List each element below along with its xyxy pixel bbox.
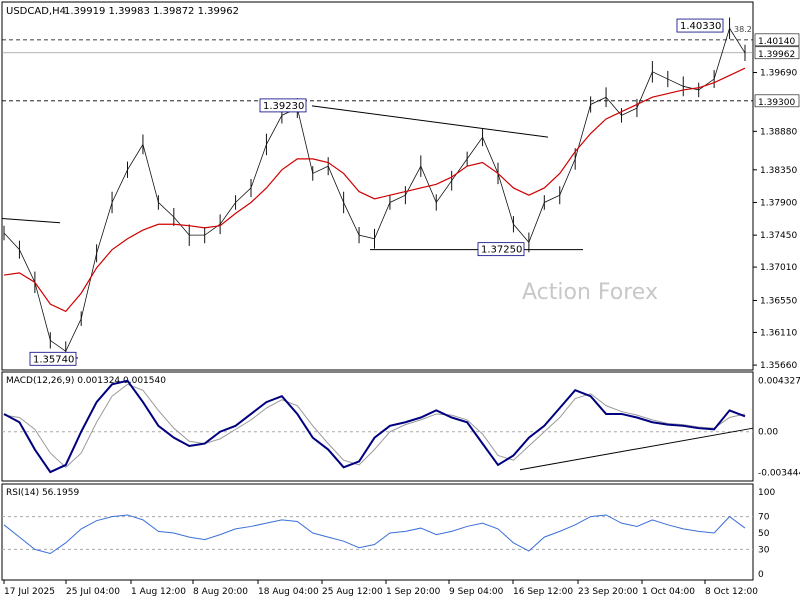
rsi-line: [3, 514, 746, 555]
tag-label-0: 1.40330: [680, 21, 721, 32]
level-label-2: 1.39300: [758, 98, 795, 108]
macd-trendline: [519, 427, 754, 471]
x-tick-label-9: 23 Sep 20:00: [578, 587, 638, 597]
y-tick-label-3: 1.37900: [760, 198, 797, 208]
y-tick-label-5: 1.37010: [760, 263, 797, 273]
price-line: [3, 27, 746, 352]
tag-label-1: 1.39230: [263, 101, 304, 112]
rsi-tick-0: 100: [758, 488, 775, 498]
x-tick-label-7: 9 Sep 04:00: [449, 587, 504, 597]
tag-box-0: [676, 18, 724, 33]
y-tick-label-6: 1.36550: [760, 296, 797, 306]
header-ohlc: 1.39919 1.39983 1.39872 1.39962: [64, 6, 239, 17]
x-tick-label-5: 25 Aug 12:00: [322, 587, 383, 597]
trendline-left: [1, 217, 61, 224]
y-tick-label-4: 1.37450: [760, 231, 797, 241]
trendline-upper: [311, 105, 549, 138]
price-series-group: 1.40330 1.39230 1.37250 1.35740 38.2: [1, 17, 753, 366]
level-label-box-1: [754, 46, 800, 60]
y-tick-label-2: 1.38350: [760, 166, 797, 176]
rsi-tick-3: 30: [758, 545, 770, 555]
price-panel-frame: [1, 1, 754, 371]
macd-signal-line: [3, 383, 746, 469]
x-tick-label-1: 25 Jul 04:00: [66, 587, 120, 597]
x-tick-label-11: 8 Oct 12:00: [705, 587, 758, 597]
rsi-tick-1: 70: [758, 513, 770, 523]
x-tick-label-3: 8 Aug 20:00: [193, 587, 248, 597]
rsi-tick-2: 50: [758, 529, 770, 539]
macd-panel-frame: [1, 371, 754, 482]
x-tick-label-0: 17 Jul 2025: [4, 587, 55, 597]
x-tick-label-10: 1 Oct 04:00: [642, 587, 695, 597]
rsi-group: 100 70 50 30 0: [2, 488, 775, 580]
y-tick-label-1: 1.38880: [760, 127, 797, 137]
rsi-panel-frame: [1, 483, 754, 581]
x-tick-label-4: 18 Aug 04:00: [258, 587, 319, 597]
level-label-box-2: [754, 94, 800, 108]
y-tick-label-8: 1.35660: [760, 361, 797, 371]
x-tick-label-6: 1 Sep 20:00: [386, 587, 441, 597]
macd-main-line: [3, 379, 746, 474]
ma-line: [3, 67, 746, 313]
fib-label: 38.2: [734, 25, 752, 34]
x-tick-label-2: 1 Aug 12:00: [131, 587, 186, 597]
macd-tick-1: 0.00: [758, 428, 778, 438]
level-label-0: 1.40140: [758, 37, 795, 47]
price-axis: 1.40140 1.39962 1.39300 1.39690 1.38880 1.383…: [753, 33, 800, 371]
header-symbol: USDCAD,H4: [6, 6, 66, 17]
macd-tick-2: -0.003444: [758, 469, 800, 479]
rsi-tick-4: 0: [758, 570, 764, 580]
level-label-box-0: [754, 33, 800, 47]
tag-label-2: 1.37250: [481, 245, 522, 256]
y-tick-label-7: 1.36110: [760, 328, 797, 338]
rsi-label: RSI(14) 56.1959: [6, 488, 79, 498]
x-tick-label-8: 16 Sep 12:00: [513, 587, 573, 597]
tag-box-1: [259, 98, 307, 113]
x-axis: 17 Jul 2025 25 Jul 04:00 1 Aug 12:00 8 Aug …: [3, 580, 758, 597]
tag-label-3: 1.35740: [33, 354, 74, 365]
macd-label: MACD(12,26,9) 0.001324 0.001540: [6, 376, 166, 386]
macd-tick-0: 0.004327: [758, 376, 800, 386]
tag-box-3: [29, 351, 77, 366]
y-tick-label-0: 1.39690: [760, 69, 797, 79]
macd-group: 0.004327 0.00 -0.003444: [2, 376, 800, 479]
watermark: Action Forex: [522, 280, 658, 305]
level-label-1: 1.39962: [758, 50, 795, 60]
tag-box-2: [477, 242, 525, 257]
